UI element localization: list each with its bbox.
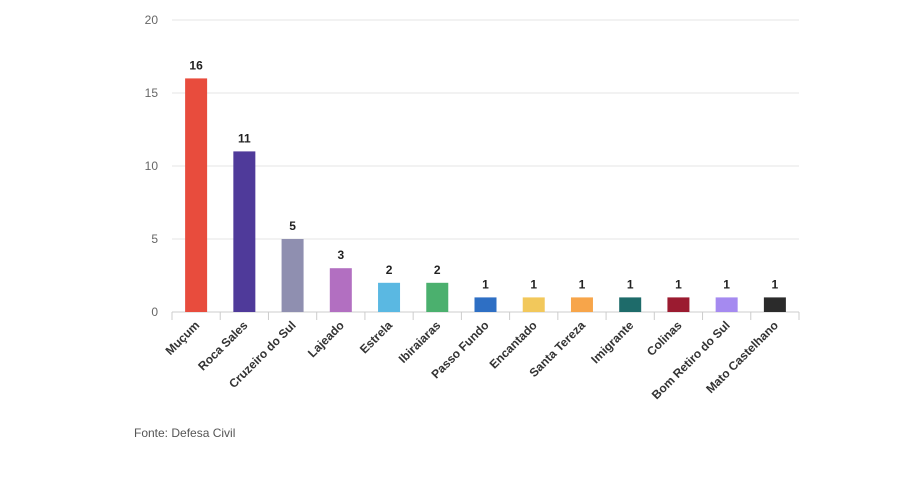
- data-label: 1: [579, 277, 586, 291]
- data-label: 1: [530, 277, 537, 291]
- x-category-label: Estrela: [357, 318, 395, 356]
- data-label: 1: [482, 277, 489, 291]
- bar[interactable]: [522, 297, 545, 312]
- data-label: 1: [675, 277, 682, 291]
- bar[interactable]: [281, 239, 304, 312]
- data-label: 3: [337, 248, 344, 262]
- source-note: Fonte: Defesa Civil: [134, 426, 236, 440]
- data-label: 1: [772, 277, 779, 291]
- bars: [185, 78, 786, 313]
- data-label: 16: [189, 58, 203, 72]
- x-category-label: Imigrante: [588, 318, 636, 366]
- y-tick-label: 0: [151, 305, 158, 319]
- bar[interactable]: [378, 282, 401, 312]
- bar[interactable]: [570, 297, 593, 312]
- y-axis-ticks: 0 5 10 15 20: [145, 13, 159, 319]
- y-tick-label: 15: [145, 86, 159, 100]
- bar[interactable]: [233, 151, 256, 312]
- bar[interactable]: [474, 297, 497, 312]
- data-label: 2: [386, 263, 393, 277]
- bar[interactable]: [329, 268, 352, 312]
- bar[interactable]: [763, 297, 786, 312]
- y-tick-label: 5: [151, 232, 158, 246]
- data-label: 1: [723, 277, 730, 291]
- y-tick-label: 20: [145, 13, 159, 27]
- bar[interactable]: [667, 297, 690, 312]
- bar[interactable]: [426, 282, 449, 312]
- data-label: 2: [434, 263, 441, 277]
- x-category-label: Ibiraiaras: [396, 318, 444, 366]
- gridlines: [171, 19, 800, 320]
- bar[interactable]: [715, 297, 738, 312]
- data-label: 5: [289, 219, 296, 233]
- x-category-label: Lajeado: [305, 318, 347, 360]
- bar[interactable]: [185, 78, 208, 313]
- data-label: 11: [238, 131, 251, 145]
- bar[interactable]: [619, 297, 642, 312]
- x-category-label: Colinas: [644, 318, 685, 359]
- x-category-label: Muçum: [163, 318, 203, 358]
- data-label: 1: [627, 277, 634, 291]
- y-tick-label: 10: [145, 159, 159, 173]
